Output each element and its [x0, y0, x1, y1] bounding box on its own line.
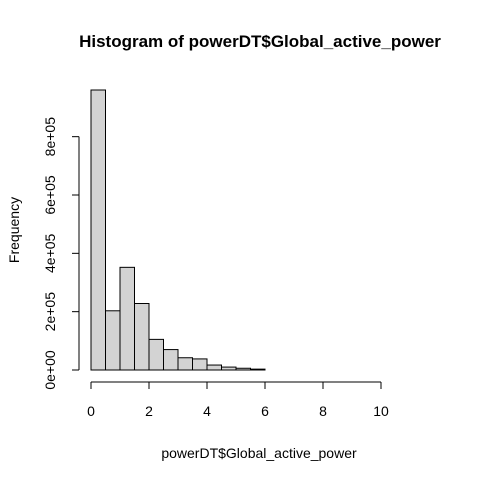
x-axis: 0 2 4 6 8 10	[87, 381, 389, 419]
y-tick-label: 4e+05	[42, 233, 58, 273]
histogram-bar	[206, 364, 222, 371]
histogram-bar	[177, 357, 193, 371]
x-tick-label: 4	[203, 403, 211, 419]
y-axis: 0e+00 2e+05 4e+05 6e+05 8e+05	[42, 117, 80, 390]
x-tick-label: 10	[373, 403, 389, 419]
histogram-bar	[105, 310, 121, 371]
chart-title: Histogram of powerDT$Global_active_power	[79, 32, 441, 51]
y-tick-label: 2e+05	[42, 292, 58, 332]
histogram-bar	[90, 89, 106, 371]
y-axis-title: Frequency	[6, 197, 22, 263]
histogram-bar	[250, 368, 266, 371]
histogram-bar	[163, 349, 179, 371]
x-tick-label: 6	[261, 403, 269, 419]
histogram-bar	[221, 366, 237, 371]
histogram-bar	[119, 266, 135, 371]
y-tick-label: 0e+00	[42, 350, 58, 390]
x-tick-label: 0	[87, 403, 95, 419]
y-tick-label: 8e+05	[42, 117, 58, 157]
histogram-bar	[134, 303, 150, 371]
histogram-bar	[192, 358, 208, 371]
y-tick-label: 6e+05	[42, 175, 58, 215]
x-axis-title: powerDT$Global_active_power	[161, 445, 357, 461]
bars-group	[90, 89, 266, 371]
histogram-bar	[235, 367, 251, 371]
x-tick-label: 2	[145, 403, 153, 419]
histogram-bar	[148, 338, 164, 371]
x-tick-label: 8	[319, 403, 327, 419]
